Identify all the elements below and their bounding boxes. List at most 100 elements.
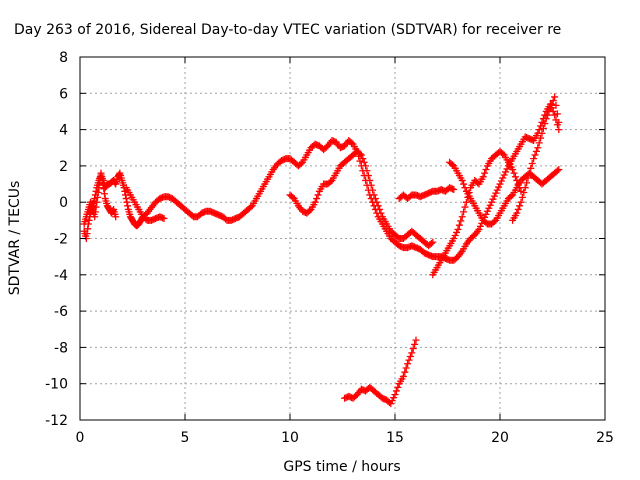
data-point-marker: [97, 169, 105, 177]
y-axis-label: SDTVAR / TECUs: [7, 181, 23, 296]
data-point-marker: [485, 204, 493, 212]
data-point-marker: [524, 174, 532, 182]
data-point-marker: [373, 198, 381, 206]
y-tick-label: -10: [45, 377, 68, 393]
data-point-marker: [362, 162, 370, 170]
data-point-marker: [537, 134, 545, 142]
data-point-marker: [523, 179, 531, 187]
data-point-marker: [481, 169, 489, 177]
data-point-marker: [513, 209, 521, 217]
x-tick-label: 15: [386, 430, 404, 446]
y-tick-label: 6: [59, 86, 68, 102]
data-point-marker: [392, 387, 400, 395]
data-point-marker: [460, 208, 468, 216]
y-tick-label: 8: [59, 50, 68, 66]
data-point-marker: [394, 383, 402, 391]
data-point-marker: [311, 198, 319, 206]
data-point-marker: [520, 189, 528, 197]
data-point-marker: [490, 192, 498, 200]
data-point-marker: [525, 169, 533, 177]
data-point-marker: [115, 170, 123, 178]
data-point-marker: [450, 235, 458, 242]
data-point-marker: [93, 198, 101, 206]
x-tick-label: 20: [491, 430, 509, 446]
data-point-marker: [370, 191, 378, 199]
data-point-marker: [538, 129, 546, 137]
data-point-marker: [490, 218, 498, 226]
data-point-marker: [92, 203, 100, 211]
data-point-marker: [545, 107, 553, 115]
data-point-marker: [94, 189, 102, 197]
data-point-marker: [551, 93, 559, 101]
data-point-marker: [357, 151, 365, 159]
y-tick-label: 2: [59, 159, 68, 175]
data-point-marker: [399, 372, 407, 380]
data-point-marker: [98, 176, 106, 184]
chart-title: Day 263 of 2016, Sidereal Day-to-day VTE…: [14, 22, 561, 38]
y-tick-label: 4: [59, 123, 68, 139]
data-point-marker: [531, 151, 539, 159]
data-point-marker: [453, 228, 461, 236]
data-point-marker: [457, 217, 465, 225]
data-point-marker: [429, 238, 437, 246]
data-point-marker: [500, 171, 508, 179]
data-point-marker: [555, 118, 563, 126]
data-point-marker: [289, 193, 297, 201]
data-point-marker: [101, 190, 108, 198]
data-point-marker: [401, 368, 409, 376]
data-point-marker: [464, 193, 472, 201]
data-point-marker: [404, 360, 412, 368]
y-tick-label: -4: [54, 268, 68, 284]
y-tick-label: -8: [54, 340, 68, 356]
data-point-marker: [450, 185, 458, 193]
data-point-marker: [544, 111, 552, 119]
data-point-marker: [376, 205, 384, 213]
data-point-marker: [458, 213, 466, 221]
data-points: [80, 93, 563, 408]
data-point-marker: [518, 193, 526, 201]
data-point-marker: [514, 180, 522, 188]
data-point-marker: [360, 158, 368, 166]
y-tick-label: -2: [54, 232, 68, 248]
data-point-marker: [454, 225, 462, 233]
data-point-marker: [297, 159, 305, 167]
data-point-marker: [369, 186, 377, 194]
data-point-marker: [528, 159, 536, 167]
data-point-marker: [492, 189, 500, 197]
data-point-marker: [371, 195, 379, 203]
data-point-marker: [409, 345, 417, 353]
data-point-marker: [388, 397, 396, 405]
data-point-marker: [499, 150, 507, 158]
data-point-marker: [461, 203, 469, 211]
data-point-marker: [451, 231, 459, 239]
data-point-marker: [511, 173, 519, 181]
data-point-marker: [95, 184, 103, 192]
data-point-marker: [448, 161, 456, 169]
data-point-marker: [499, 174, 507, 182]
data-point-marker: [356, 150, 364, 158]
data-point-marker: [546, 104, 554, 112]
grid-lines: [80, 57, 605, 420]
data-point-marker: [111, 179, 119, 187]
data-point-marker: [124, 202, 132, 210]
data-point-marker: [408, 349, 416, 357]
data-point-marker: [364, 172, 372, 180]
data-point-marker: [517, 198, 525, 206]
data-point-marker: [406, 352, 414, 360]
data-point-marker: [521, 184, 529, 192]
data-point-marker: [85, 216, 93, 224]
data-point-marker: [527, 164, 535, 172]
data-point-marker: [509, 166, 517, 174]
data-point-marker: [455, 221, 463, 229]
data-point-marker: [123, 198, 131, 206]
data-point-marker: [555, 126, 563, 134]
data-point-marker: [109, 207, 117, 215]
data-point-marker: [530, 155, 538, 163]
y-tick-label: -12: [45, 413, 68, 429]
data-point-marker: [507, 192, 515, 200]
x-tick-label: 0: [76, 430, 85, 446]
data-point-marker: [476, 222, 484, 230]
data-point-marker: [495, 183, 503, 191]
data-point-marker: [493, 186, 501, 194]
data-point-marker: [100, 185, 108, 193]
